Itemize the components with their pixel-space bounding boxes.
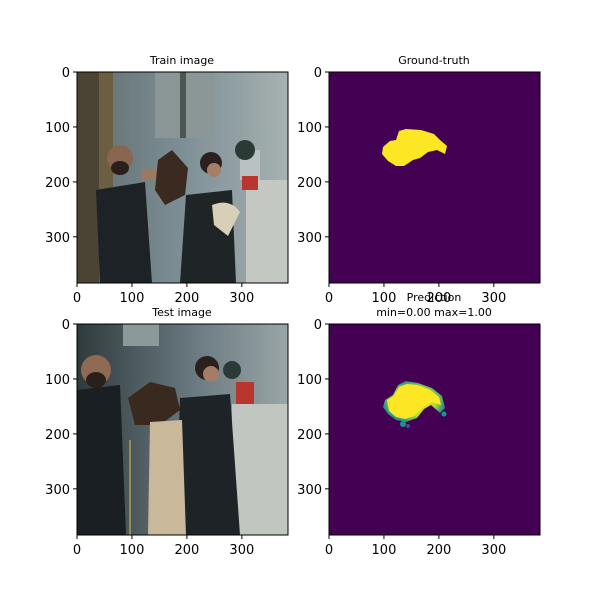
prediction-frame: [328, 323, 541, 536]
train-image-yticks: 0 100 200 300: [45, 66, 77, 246]
test-image-yticks: 0 100 200 300: [45, 318, 77, 498]
ytick-label: 300: [297, 231, 322, 246]
ground-truth-xticks: 0 100 200 300: [325, 283, 506, 306]
train-image-frame: [76, 71, 289, 284]
xtick-label: 100: [120, 291, 145, 306]
ytick-label: 200: [45, 176, 70, 191]
ytick-label: 200: [297, 176, 322, 191]
ytick-label: 200: [297, 428, 322, 443]
xtick-label: 200: [174, 291, 199, 306]
train-image-xticks: 0 100 200 300: [73, 283, 254, 306]
prediction-subtitle: min=0.00 max=1.00: [376, 306, 492, 319]
xtick-label: 0: [73, 291, 81, 306]
ytick-label: 300: [45, 231, 70, 246]
ytick-label: 300: [297, 483, 322, 498]
ytick-label: 100: [297, 373, 322, 388]
ground-truth-frame: [328, 71, 541, 284]
test-photo: [77, 324, 288, 535]
xtick-label: 300: [481, 543, 506, 558]
ytick-label: 0: [62, 66, 70, 81]
ground-truth-panel: Ground-truth 0 100 200 300 0 100 200 300: [297, 54, 541, 306]
xtick-label: 100: [120, 543, 145, 558]
train-image-title: Train image: [149, 54, 214, 67]
ytick-label: 300: [45, 483, 70, 498]
ground-truth-mask: [329, 72, 540, 283]
ytick-label: 100: [45, 373, 70, 388]
xtick-label: 0: [325, 291, 333, 306]
prediction-mask: [329, 324, 540, 535]
xtick-label: 200: [426, 291, 451, 306]
test-image-xticks: 0 100 200 300: [73, 535, 254, 558]
test-image-title: Test image: [151, 306, 212, 319]
xtick-label: 100: [372, 543, 397, 558]
ground-truth-yticks: 0 100 200 300: [297, 66, 329, 246]
ytick-label: 100: [297, 121, 322, 136]
xtick-label: 0: [73, 543, 81, 558]
xtick-label: 100: [372, 291, 397, 306]
train-photo: [77, 72, 288, 283]
xtick-label: 200: [426, 543, 451, 558]
ground-truth-title: Ground-truth: [398, 54, 470, 67]
prediction-title: Prediction: [407, 291, 462, 304]
ytick-label: 0: [314, 66, 322, 81]
test-image-panel: Test image 0 100 200 300 0 100 200 300: [45, 306, 289, 558]
prediction-yticks: 0 100 200 300: [297, 318, 329, 498]
ytick-label: 0: [62, 318, 70, 333]
xtick-label: 300: [481, 291, 506, 306]
xtick-label: 300: [229, 291, 254, 306]
test-image-frame: [76, 323, 289, 536]
prediction-panel: Prediction min=0.00 max=1.00 0 100 200 300 …: [297, 291, 541, 558]
ytick-label: 100: [45, 121, 70, 136]
ytick-label: 200: [45, 428, 70, 443]
train-image-panel: Train image: [45, 54, 289, 306]
ytick-label: 0: [314, 318, 322, 333]
xtick-label: 200: [174, 543, 199, 558]
prediction-xticks: 0 100 200 300: [325, 535, 506, 558]
xtick-label: 300: [229, 543, 254, 558]
xtick-label: 0: [325, 543, 333, 558]
